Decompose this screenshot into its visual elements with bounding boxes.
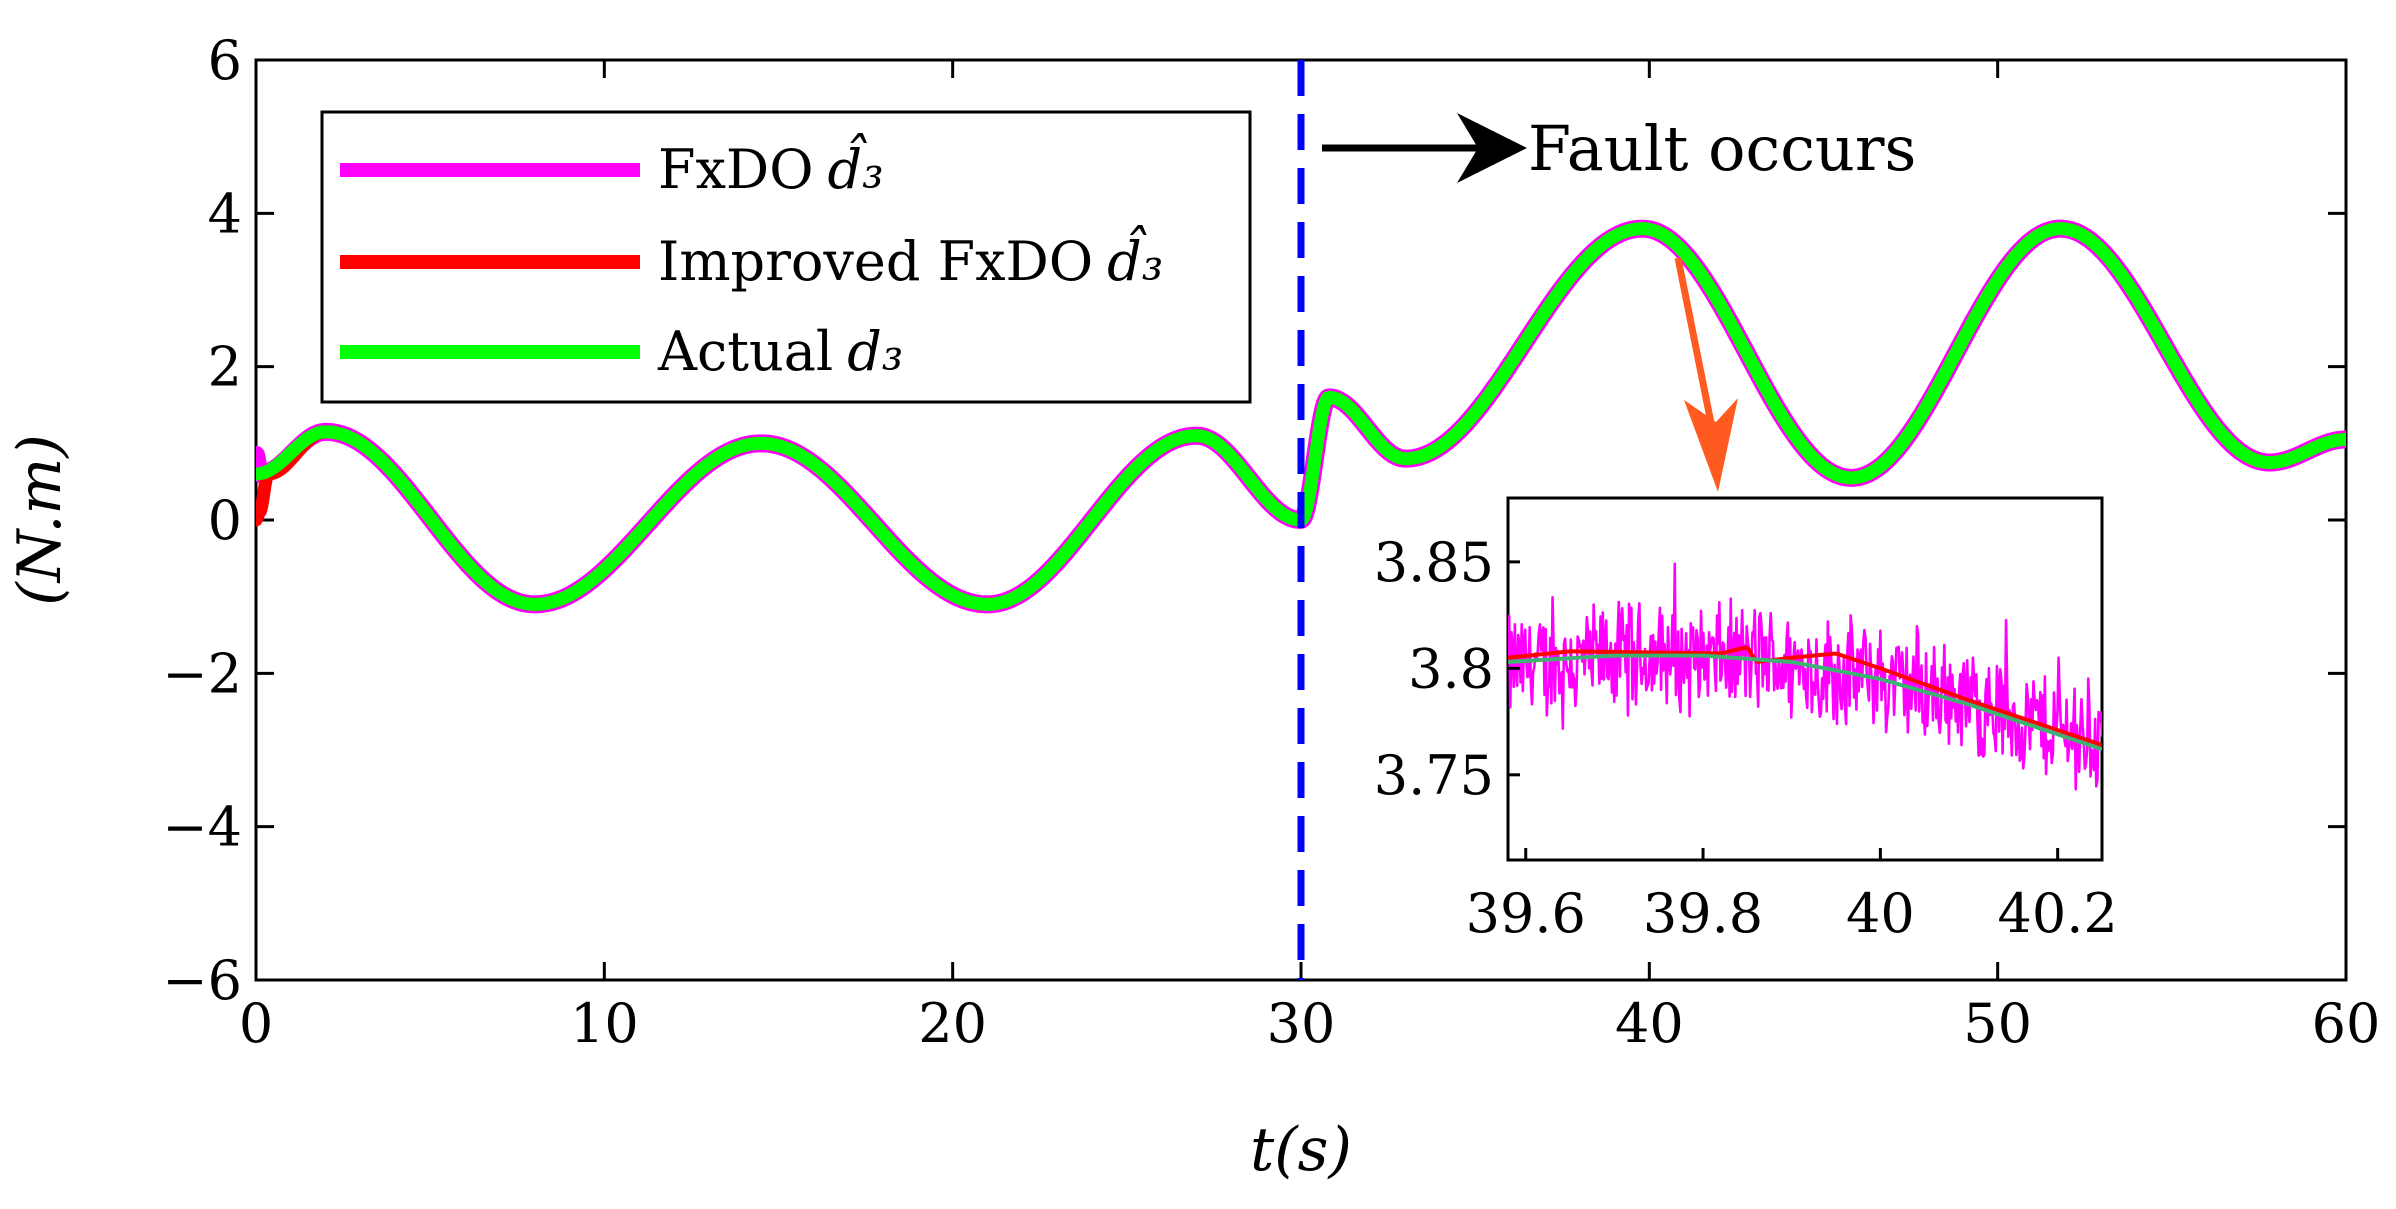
x-tick-label: 30 [1267,992,1336,1055]
inset-x-tick-label: 39.8 [1643,882,1763,945]
y-tick-label: −4 [162,796,242,859]
inset-ticks: 39.6 39.8 40 40.2 3.75 3.8 3.85 [1374,531,2118,945]
inset-series [1508,562,2102,791]
fault-annotation: Fault occurs [1322,112,1916,185]
inset-x-tick-label: 39.6 [1466,882,1586,945]
legend: FxDO d̂₃ Improved FxDO d̂₃ Actual d₃ [320,110,1252,404]
y-tick-label: 0 [208,489,242,552]
inset-series-line [1508,653,2102,752]
inset-y-tick-label: 3.8 [1408,637,1494,700]
x-tick-label: 20 [918,992,987,1055]
x-tick-label: 10 [570,992,639,1055]
x-tick-label: 40 [1615,992,1684,1055]
x-tick-label: 0 [239,992,273,1055]
fault-annotation-text: Fault occurs [1528,112,1916,185]
zoom-pointer [1674,257,1738,492]
x-tick-label: 60 [2312,992,2381,1055]
x-axis-label: t(s) [1250,1115,1352,1185]
y-axis-label: (N.m) [5,434,75,605]
inset-y-tick-label: 3.85 [1374,531,1494,594]
y-tick-label: 2 [208,336,242,399]
legend-label-improved: Improved FxDO d̂₃ [658,224,1163,293]
zoom-arrow-shaft [1674,257,1720,449]
inset-y-tick-label: 3.75 [1374,744,1494,807]
inset-x-tick-label: 40 [1846,882,1915,945]
inset-axes: 39.6 39.8 40 40.2 3.75 3.8 3.85 [1374,496,2118,945]
y-tick-label: −6 [162,949,242,1012]
y-tick-label: 4 [208,182,242,245]
inset-x-tick-label: 40.2 [1998,882,2118,945]
zoom-arrow-head [1684,398,1738,492]
main-ticks: 0 10 20 30 40 50 60 −6 −4 −2 0 2 4 6 [162,29,2380,1055]
y-tick-label: 6 [208,29,242,92]
legend-label-fxdo: FxDO d̂₃ [658,132,884,201]
legend-label-actual: Actual d₃ [657,320,903,383]
inset-series-line [1508,562,2102,791]
inset-series-line [1508,645,2102,747]
x-tick-label: 50 [1963,992,2032,1055]
y-tick-label: −2 [162,642,242,705]
